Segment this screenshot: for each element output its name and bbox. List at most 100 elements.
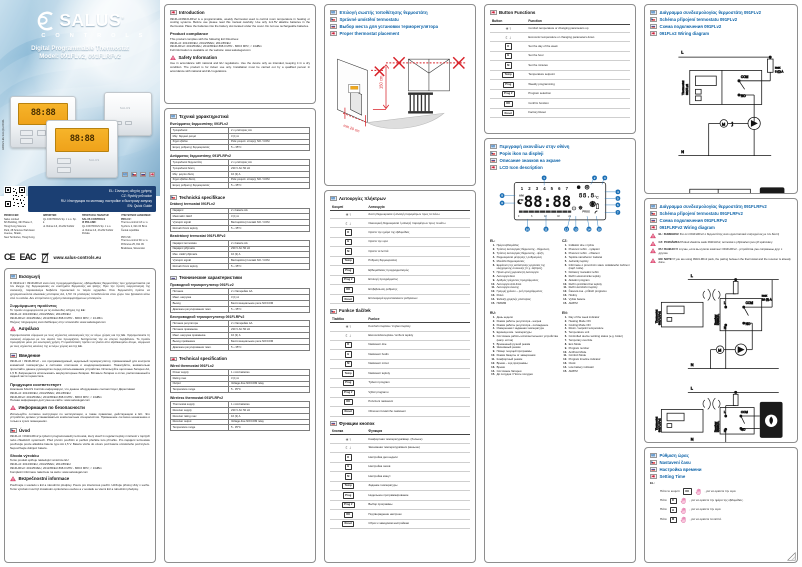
button-key-cell[interactable]: Prog # xyxy=(490,89,527,100)
button-key-cell[interactable]: ☀↑ xyxy=(330,434,367,445)
key-m[interactable]: M xyxy=(344,360,352,368)
key-m[interactable]: M xyxy=(504,62,512,69)
list-item-label: Ρολόι xyxy=(496,294,504,298)
key-ok[interactable]: OK xyxy=(343,286,353,293)
button-key-cell[interactable]: Prog # xyxy=(330,387,367,398)
settime-key-m[interactable]: M xyxy=(669,516,677,523)
button-key-cell[interactable]: H xyxy=(330,462,367,473)
key-ok[interactable]: OK xyxy=(343,511,353,518)
spec-table-wireless-cz: Napájení termostatu 2 x baterie AA Napájen… xyxy=(169,239,310,270)
lcd-prog-label: PROG xyxy=(582,210,590,214)
lcd-day-4: 4 xyxy=(543,186,546,191)
button-function-cell: Настройка часов xyxy=(366,462,470,473)
button-key-cell[interactable]: Temp xyxy=(330,256,367,267)
key-reset[interactable]: Reset xyxy=(342,296,355,303)
button-key-cell[interactable]: Reset xyxy=(330,294,367,305)
button-key-cell[interactable]: OK xyxy=(490,98,527,109)
button-key-cell[interactable]: OK xyxy=(330,284,367,295)
list-item-label: До полудня / После полудня xyxy=(496,373,533,377)
settime-step-pre: Πάτα xyxy=(660,498,667,503)
list-item-label: Režim protizámrzné teploty xyxy=(568,282,602,286)
button-key-cell[interactable]: Prog xyxy=(330,490,367,501)
key-prog-[interactable]: Prog # xyxy=(341,389,355,396)
key-temp[interactable]: Temp xyxy=(342,370,355,377)
key-d[interactable]: D xyxy=(344,229,352,236)
list-item: 11. Režim komfortní teploty xyxy=(562,286,630,290)
key-prog-[interactable]: Prog # xyxy=(341,502,355,509)
button-key-cell[interactable]: Reset xyxy=(330,406,367,417)
key-d[interactable]: D xyxy=(344,341,352,349)
spec-value: 16 (3) A xyxy=(228,251,310,259)
key-reset[interactable]: Reset xyxy=(342,408,355,415)
key-ok[interactable]: OK xyxy=(503,100,513,107)
button-key-cell[interactable]: ☀↑ xyxy=(490,24,527,34)
button-key-cell[interactable]: OK xyxy=(330,509,367,520)
key-ok[interactable]: OK xyxy=(343,399,353,406)
button-key-cell[interactable]: D xyxy=(330,340,367,351)
button-key-cell[interactable]: H xyxy=(330,237,367,248)
button-key-cell[interactable]: D xyxy=(330,227,367,238)
button-key-cell[interactable]: Prog xyxy=(490,79,527,90)
moon-down-icon: ☾↓ xyxy=(345,445,352,451)
settime-key-d[interactable]: D xyxy=(669,497,677,504)
button-key-cell[interactable]: ☀↑ xyxy=(330,210,367,220)
button-key-cell[interactable]: Reset xyxy=(490,108,527,119)
key-reset[interactable]: Reset xyxy=(342,521,355,528)
button-key-cell[interactable]: D xyxy=(490,41,527,52)
key-h[interactable]: H xyxy=(344,463,352,471)
button-key-cell[interactable]: Prog xyxy=(330,265,367,276)
button-key-cell[interactable]: Prog # xyxy=(330,275,367,286)
svg-text:0: 0 xyxy=(518,216,520,218)
button-key-cell[interactable]: Prog xyxy=(330,378,367,389)
key-prog[interactable]: Prog xyxy=(342,492,354,499)
button-key-cell[interactable]: ☀↑ xyxy=(330,322,367,332)
button-key-cell[interactable]: ☾↓ xyxy=(330,218,367,229)
button-key-cell[interactable]: OK xyxy=(330,397,367,408)
button-key-cell[interactable]: Temp xyxy=(490,70,527,81)
lcd-list-greek: EL: 1. Ημέρα εβδομάδας 2. Τρόπος λειτουργία… xyxy=(490,239,558,306)
button-key-cell[interactable]: Reset xyxy=(330,519,367,530)
settime-key-ok[interactable]: OK xyxy=(682,488,692,495)
key-m[interactable]: M xyxy=(344,473,352,480)
key-temp[interactable]: Temp xyxy=(502,72,515,79)
key-h[interactable]: H xyxy=(344,238,352,246)
key-prog[interactable]: Prog xyxy=(342,267,354,274)
button-function-cell: Настройка минут xyxy=(366,471,470,482)
button-key-cell[interactable]: Prog # xyxy=(330,500,367,511)
key-prog[interactable]: Prog xyxy=(502,81,514,88)
button-key-cell[interactable]: ☾↓ xyxy=(330,443,367,454)
key-prog-[interactable]: Prog # xyxy=(501,91,515,98)
button-key-cell[interactable]: M xyxy=(490,60,527,71)
settime-key-h[interactable]: H xyxy=(669,507,677,514)
key-h[interactable]: H xyxy=(344,351,352,358)
list-item-number: 6. xyxy=(564,335,567,339)
button-key-cell[interactable]: D xyxy=(330,452,367,463)
pointing-hand-icon xyxy=(680,507,686,514)
button-key-cell[interactable]: ☾↓ xyxy=(490,32,527,43)
key-prog[interactable]: Prog xyxy=(342,380,354,387)
key-prog-[interactable]: Prog # xyxy=(341,277,355,284)
spec-heading-gr: Τεχνικά χαρακτηριστικά xyxy=(179,114,229,119)
button-key-cell[interactable]: M xyxy=(330,246,367,257)
key-temp[interactable]: Temp xyxy=(342,258,355,265)
spec-heading-ru-row: Технические характеристики xyxy=(170,275,310,281)
button-key-cell[interactable]: Temp xyxy=(330,368,367,379)
button-key-cell[interactable]: ☾↓ xyxy=(330,331,367,341)
flag-czech-icon xyxy=(10,428,17,433)
button-key-cell[interactable]: H xyxy=(330,349,367,360)
button-key-cell[interactable]: Temp xyxy=(330,481,367,492)
key-d[interactable]: D xyxy=(504,43,512,50)
button-heading-gr: Λειτουργίες πλήκτρων xyxy=(339,196,386,201)
button-key-cell[interactable]: M xyxy=(330,359,367,370)
list-item-label: Program timeline indicator xyxy=(568,358,601,362)
key-reset[interactable]: Reset xyxy=(502,110,515,117)
col-function-ru: Функция xyxy=(366,428,470,436)
key-h[interactable]: H xyxy=(504,52,512,60)
button-key-cell[interactable]: M xyxy=(330,471,367,482)
key-m[interactable]: M xyxy=(344,248,352,255)
button-key-cell[interactable]: H xyxy=(490,51,527,62)
list-item: 2. Τρόπος λειτουργίας θέρμανσης - θέρμανσ… xyxy=(490,248,558,252)
key-d[interactable]: D xyxy=(344,454,352,461)
list-item: 2. Режим работы регулятора - нагрев xyxy=(490,320,558,324)
key-temp[interactable]: Temp xyxy=(342,482,355,490)
